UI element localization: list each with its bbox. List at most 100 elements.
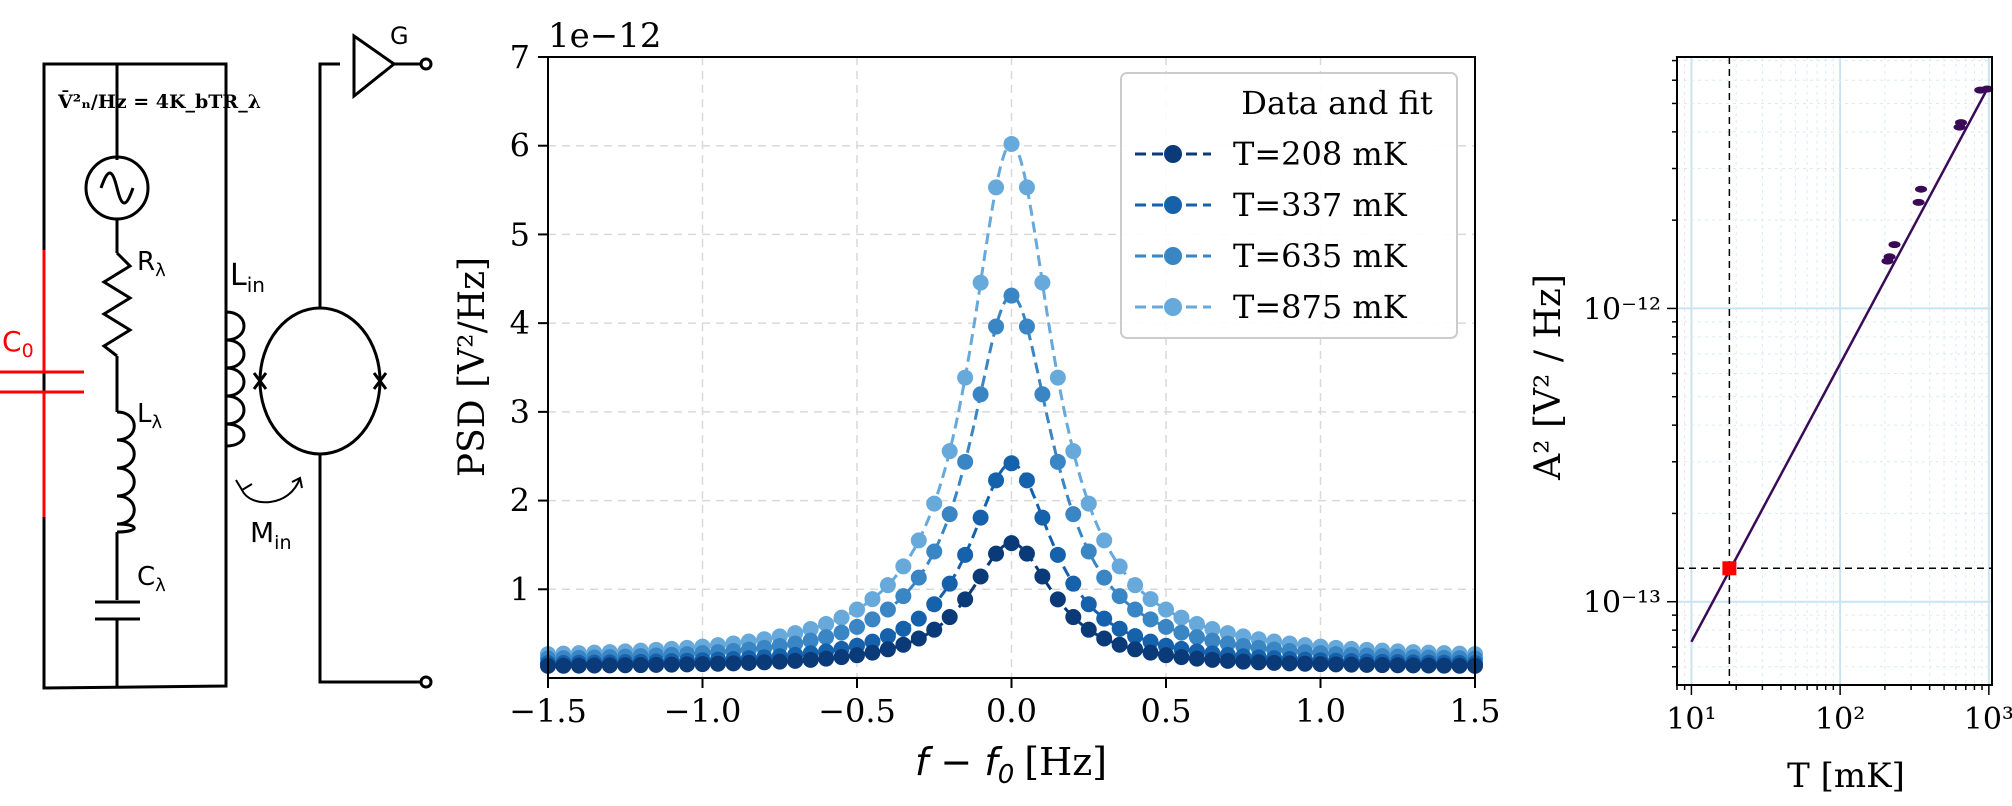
arrow-head-left [235, 479, 253, 492]
amp-data-point [1888, 241, 1901, 249]
psd-data-point [1065, 506, 1082, 523]
psd-data-point [601, 657, 618, 674]
psd-data-point [1436, 657, 1453, 674]
psd-data-point [1142, 644, 1159, 661]
psd-data-point [864, 591, 881, 608]
psd-data-point [849, 601, 865, 618]
psd-data-point [1142, 611, 1159, 628]
psd-data-point [694, 656, 711, 673]
amp-data-point [1912, 198, 1925, 206]
psd-data-point [1096, 532, 1113, 549]
psd-data-point [988, 545, 1005, 562]
psd-data-point [988, 472, 1005, 489]
min-label: Min [250, 516, 292, 554]
legend-marker [1164, 145, 1182, 163]
mutual-inductance-arrow [241, 477, 301, 504]
psd-data-point [1173, 624, 1190, 641]
psd-data-point [818, 615, 835, 632]
psd-x-axis-label: f − f0 [Hz] [915, 740, 1107, 790]
resistor-icon [101, 251, 133, 358]
legend-label: T=208 mK [1233, 135, 1408, 173]
psd-data-point [818, 650, 835, 667]
psd-data-point [1080, 621, 1097, 638]
psd-data-point [679, 656, 696, 673]
psd-data-point [740, 654, 757, 671]
circuit-schematic [0, 33, 433, 690]
psd-data-point [879, 577, 896, 594]
psd-data-point [1127, 641, 1144, 658]
psd-x-tick-label: 1.5 [1450, 692, 1501, 730]
psd-y-ticks: 1 2 3 4 5 6 7 [510, 38, 548, 608]
psd-data-point [709, 655, 726, 672]
psd-data-point [926, 495, 943, 512]
psd-data-point [1188, 615, 1205, 632]
psd-data-point [1003, 135, 1020, 152]
psd-y-tick-label: 7 [510, 38, 530, 76]
psd-data-point [895, 636, 912, 653]
psd-data-point [1096, 610, 1113, 627]
c0-label: C0 [2, 325, 34, 362]
psd-data-point [1018, 318, 1035, 335]
amp-x-tick-label: 10¹ [1666, 702, 1716, 737]
psd-data-point [957, 546, 974, 563]
psd-legend: Data and fit T=208 mK T=337 mK T=635 mK T=8… [1120, 72, 1458, 339]
psd-x-ticks: −1.5 −1.0 −0.5 0.0 0.5 1.0 1.5 [509, 678, 1500, 730]
arrow-head-right [291, 476, 303, 489]
psd-data-point [972, 568, 989, 585]
psd-data-point [1173, 649, 1190, 666]
amp-plot-area [1677, 57, 1992, 685]
psd-data-point [1358, 656, 1375, 673]
legend-label: T=635 mK [1233, 237, 1408, 275]
psd-data-point [1204, 621, 1221, 638]
psd-x-tick-label: 0.0 [986, 692, 1037, 730]
psd-data-point [1158, 647, 1174, 664]
legend-box [1120, 72, 1458, 339]
amp-x-ticks: 10¹ 10² 10³ [1666, 685, 2012, 737]
psd-data-point [864, 611, 881, 628]
c-label: Cλ [137, 562, 166, 596]
junction-left-icon [252, 372, 268, 390]
readout-wire [318, 62, 420, 684]
psd-x-tick-label: 0.5 [1141, 692, 1192, 730]
psd-data-point [1420, 657, 1437, 674]
legend-label: T=337 mK [1233, 186, 1408, 224]
psd-data-point [1111, 558, 1128, 575]
psd-y-tick-label: 6 [510, 127, 530, 165]
psd-data-point [1034, 568, 1051, 585]
psd-data-point [1034, 386, 1051, 403]
psd-data-point [957, 591, 974, 608]
psd-data-point [802, 632, 819, 649]
legend-marker [1164, 247, 1182, 265]
psd-y-tick-label: 4 [510, 304, 530, 342]
amp-y-tick-label: 10⁻¹² [1583, 292, 1661, 327]
psd-data-point [1018, 179, 1035, 196]
psd-data-point [1127, 601, 1144, 618]
r-label: Rλ [137, 247, 166, 281]
psd-data-point [1080, 596, 1097, 613]
psd-data-point [1049, 369, 1066, 386]
psd-data-point [849, 647, 865, 664]
psd-chart: −1.5 −1.0 −0.5 0.0 0.5 1.0 1.5 1 2 3 4 5 6 7 1e−12 f… [452, 16, 1500, 790]
psd-data-point [972, 509, 989, 526]
psd-data-point [941, 443, 958, 460]
psd-data-point [926, 621, 943, 638]
psd-data-point [787, 652, 804, 669]
psd-data-point [1250, 654, 1267, 671]
psd-data-point [1111, 636, 1128, 653]
psd-data-point [1080, 543, 1097, 560]
legend-title: Data and fit [1241, 84, 1433, 122]
psd-x-tick-label: −0.5 [818, 692, 896, 730]
psd-data-point [756, 654, 773, 671]
output-terminal-bottom [419, 675, 433, 689]
legend-marker [1164, 196, 1182, 214]
psd-data-point [1204, 632, 1221, 649]
psd-data-point [787, 635, 804, 652]
psd-data-point [1343, 656, 1360, 673]
psd-data-point [910, 569, 927, 586]
psd-data-point [1297, 655, 1314, 672]
psd-data-point [586, 657, 603, 674]
psd-data-point [1173, 609, 1190, 626]
psd-data-point [988, 318, 1005, 335]
psd-x-tick-label: 1.0 [1295, 692, 1346, 730]
psd-data-point [818, 629, 835, 646]
